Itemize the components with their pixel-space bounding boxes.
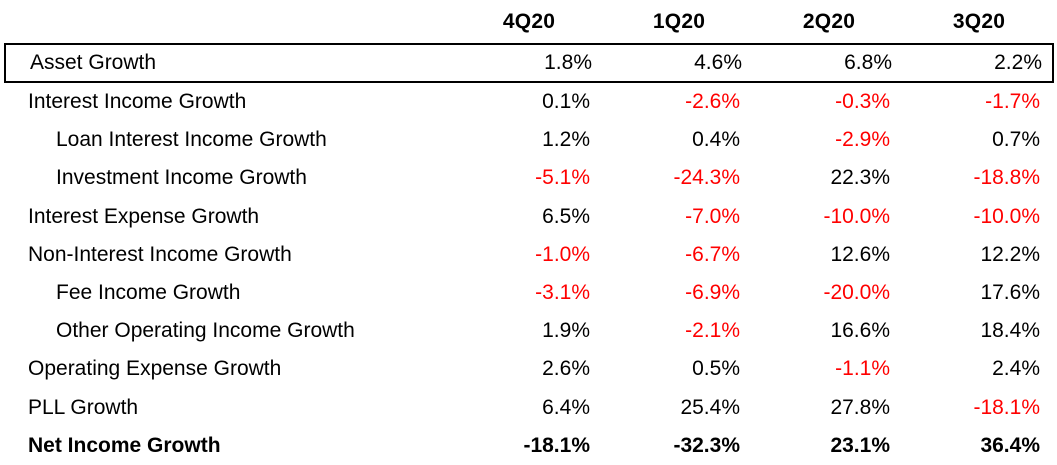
value-cell: -18.1% bbox=[523, 433, 590, 457]
value-cell: 0.4% bbox=[692, 128, 740, 152]
row-label: Fee Income Growth bbox=[56, 281, 241, 305]
value-cell: 18.4% bbox=[980, 319, 1040, 343]
value-cell: -3.1% bbox=[535, 281, 590, 305]
value-cell: -32.3% bbox=[673, 433, 740, 457]
value-cell: -2.6% bbox=[685, 90, 740, 114]
row-label: Net Income Growth bbox=[28, 433, 221, 457]
value-cell: 12.2% bbox=[980, 242, 1040, 266]
value-cell: -0.3% bbox=[835, 90, 890, 114]
row-label: Loan Interest Income Growth bbox=[56, 128, 327, 152]
value-cell: -10.0% bbox=[823, 204, 890, 228]
value-cell: -20.0% bbox=[823, 281, 890, 305]
value-cell: 23.1% bbox=[830, 433, 890, 457]
table-row: Loan Interest Income Growth 1.2% 0.4% -2.9… bbox=[4, 121, 1054, 159]
value-cell: 1.2% bbox=[542, 128, 590, 152]
table-row: Investment Income Growth -5.1% -24.3% 22.3… bbox=[4, 159, 1054, 197]
table-row: Asset Growth 1.8% 4.6% 6.8% 2.2% bbox=[4, 43, 1054, 83]
value-cell: -5.1% bbox=[535, 166, 590, 190]
value-cell: 25.4% bbox=[680, 395, 740, 419]
value-cell: 0.1% bbox=[542, 90, 590, 114]
value-cell: -18.8% bbox=[973, 166, 1040, 190]
column-header-4q20: 4Q20 bbox=[502, 9, 556, 33]
value-cell: -2.9% bbox=[835, 128, 890, 152]
table-row: Interest Expense Growth 6.5% -7.0% -10.0% -… bbox=[4, 198, 1054, 236]
value-cell: -24.3% bbox=[673, 166, 740, 190]
row-label: Operating Expense Growth bbox=[28, 357, 282, 381]
value-cell: 12.6% bbox=[830, 242, 890, 266]
row-label: Interest Income Growth bbox=[28, 90, 247, 114]
value-cell: 27.8% bbox=[830, 395, 890, 419]
value-cell: -6.9% bbox=[685, 281, 740, 305]
growth-table: 4Q20 1Q20 2Q20 3Q20 Asset Growth 1.8% 4.6… bbox=[4, 0, 1054, 465]
value-cell: 0.7% bbox=[992, 128, 1040, 152]
value-cell: -2.1% bbox=[685, 319, 740, 343]
value-cell: 4.6% bbox=[694, 51, 742, 74]
table-header-row: 4Q20 1Q20 2Q20 3Q20 bbox=[4, 0, 1054, 43]
value-cell: 1.9% bbox=[542, 319, 590, 343]
value-cell: 6.4% bbox=[542, 395, 590, 419]
value-cell: 2.2% bbox=[994, 51, 1042, 74]
row-label: Interest Expense Growth bbox=[28, 204, 260, 228]
table-row: Operating Expense Growth 2.6% 0.5% -1.1% 2.… bbox=[4, 350, 1054, 388]
row-label: Non-Interest Income Growth bbox=[28, 242, 292, 266]
row-label: PLL Growth bbox=[28, 395, 139, 419]
value-cell: -6.7% bbox=[685, 242, 740, 266]
value-cell: 22.3% bbox=[830, 166, 890, 190]
value-cell: -1.0% bbox=[535, 242, 590, 266]
row-label: Other Operating Income Growth bbox=[56, 319, 355, 343]
value-cell: -1.1% bbox=[835, 357, 890, 381]
column-header-3q20: 3Q20 bbox=[952, 9, 1006, 33]
value-cell: 0.5% bbox=[692, 357, 740, 381]
value-cell: 36.4% bbox=[980, 433, 1040, 457]
value-cell: 17.6% bbox=[980, 281, 1040, 305]
table-row: Other Operating Income Growth 1.9% -2.1% 1… bbox=[4, 312, 1054, 350]
value-cell: 2.4% bbox=[992, 357, 1040, 381]
value-cell: -18.1% bbox=[973, 395, 1040, 419]
table-row: Net Income Growth -18.1% -32.3% 23.1% 36.4% bbox=[4, 427, 1054, 465]
row-label: Asset Growth bbox=[30, 51, 157, 74]
value-cell: 6.5% bbox=[542, 204, 590, 228]
row-label: Investment Income Growth bbox=[56, 166, 307, 190]
table-row: Fee Income Growth -3.1% -6.9% -20.0% 17.6% bbox=[4, 274, 1054, 312]
table-row: Non-Interest Income Growth -1.0% -6.7% 12.… bbox=[4, 236, 1054, 274]
value-cell: 2.6% bbox=[542, 357, 590, 381]
value-cell: -7.0% bbox=[685, 204, 740, 228]
table-row: PLL Growth 6.4% 25.4% 27.8% -18.1% bbox=[4, 389, 1054, 427]
value-cell: 6.8% bbox=[844, 51, 892, 74]
column-header-2q20: 2Q20 bbox=[802, 9, 856, 33]
value-cell: 16.6% bbox=[830, 319, 890, 343]
column-header-1q20: 1Q20 bbox=[652, 9, 706, 33]
table-row: Interest Income Growth 0.1% -2.6% -0.3% -1.… bbox=[4, 83, 1054, 121]
value-cell: -10.0% bbox=[973, 204, 1040, 228]
value-cell: -1.7% bbox=[985, 90, 1040, 114]
value-cell: 1.8% bbox=[544, 51, 592, 74]
